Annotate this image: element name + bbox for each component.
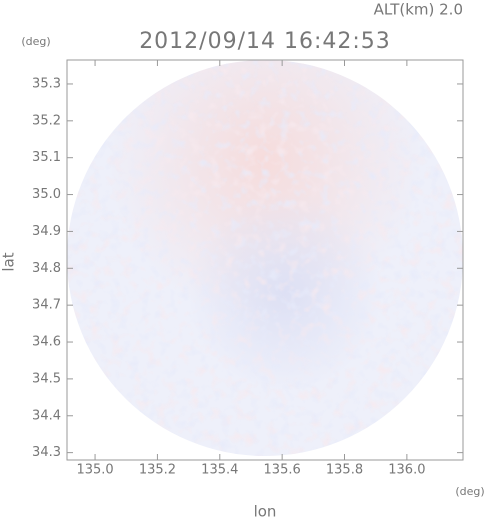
y-tick-label: 34.6 [32,335,61,350]
plot-frame [66,59,464,461]
y-tick-label: 34.3 [32,445,61,460]
y-tick-label: 35.1 [32,150,61,165]
x-axis-label: lon [254,503,277,521]
x-tick-label: 135.0 [76,463,113,478]
x-tick-label: 135.4 [201,463,238,478]
radar-field [67,60,463,456]
y-tick-label: 35.0 [32,187,61,202]
y-tick-label: 34.7 [32,298,61,313]
y-axis-label: lat [0,252,18,271]
chart-title: 2012/09/14 16:42:53 [139,29,391,54]
x-tick-label: 135.8 [326,463,363,478]
y-tick-label: 34.8 [32,261,61,276]
annotation: ALT(km) 2.0 [374,1,463,19]
y-tick-label: 35.3 [32,76,61,91]
x-unit: (deg) [455,485,484,498]
y-tick-label: 34.5 [32,371,61,386]
y-tick-label: 34.4 [32,408,61,423]
x-tick-label: 135.6 [264,463,301,478]
y-unit: (deg) [21,35,50,48]
y-tick-label: 35.2 [32,113,61,128]
x-tick-label: 136.0 [388,463,425,478]
x-tick-label: 135.2 [139,463,176,478]
y-tick-label: 34.9 [32,224,61,239]
